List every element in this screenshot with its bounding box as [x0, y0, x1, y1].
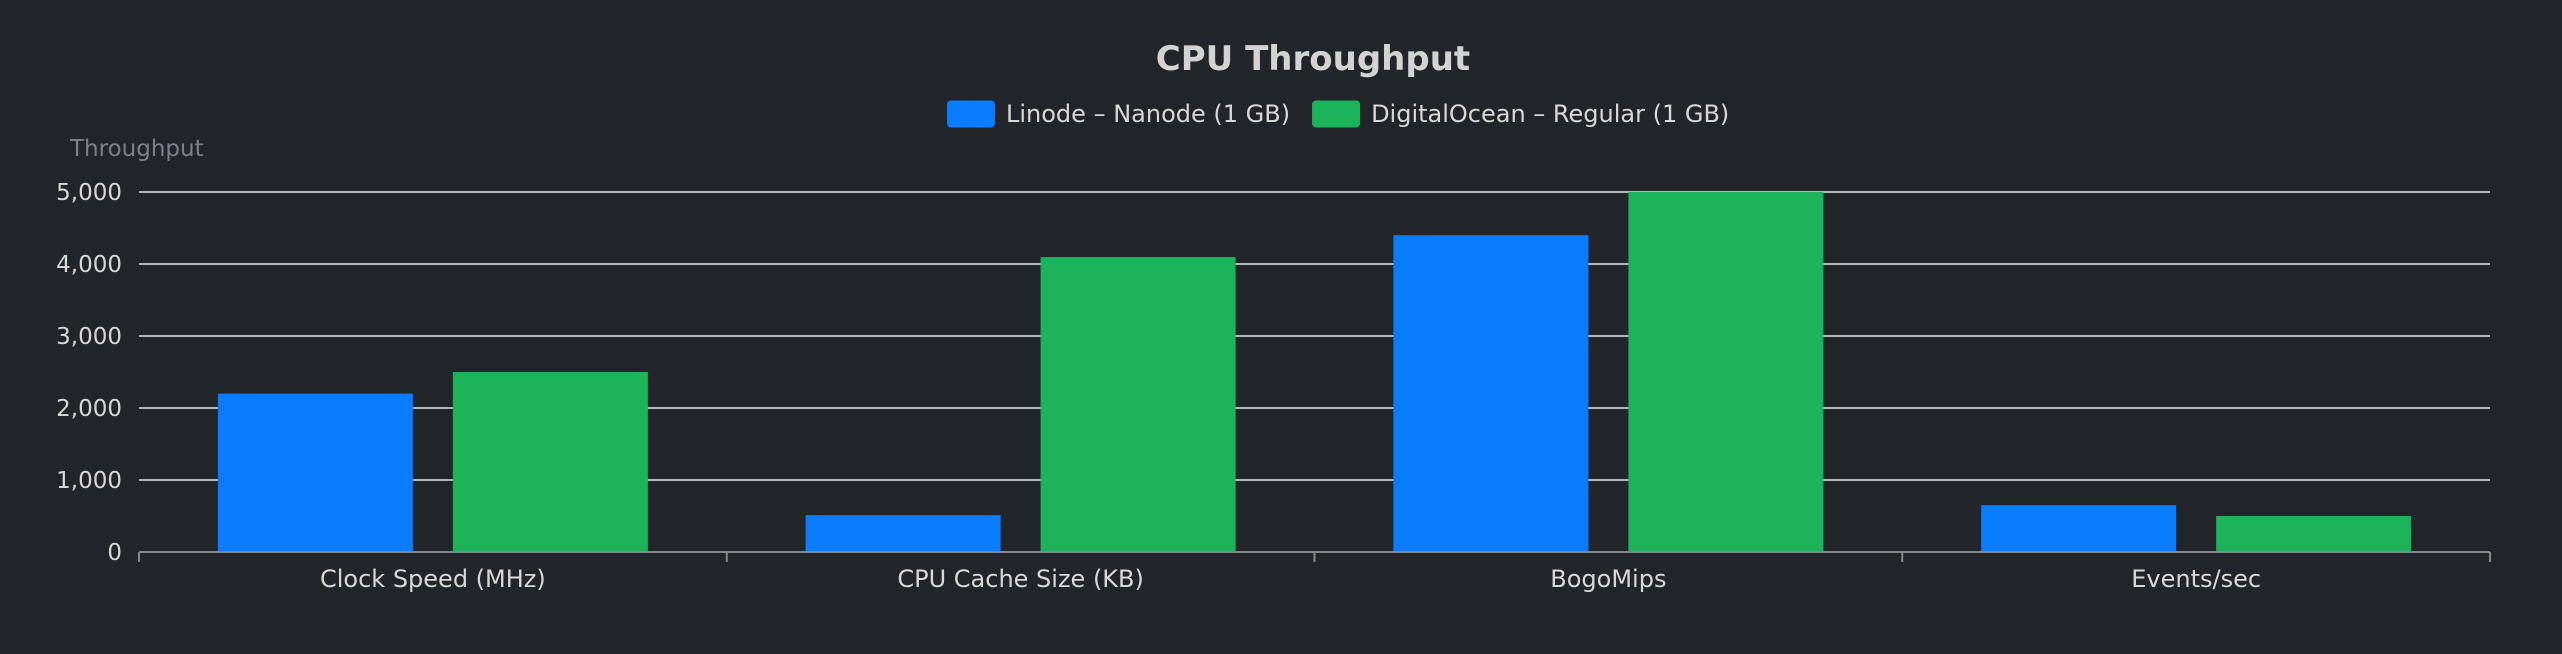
x-tick-label: Clock Speed (MHz) — [320, 565, 546, 593]
legend-item-2[interactable]: DigitalOcean – Regular (1 GB) — [1312, 100, 1729, 128]
legend-swatch — [947, 100, 995, 128]
x-axis-ticks: Clock Speed (MHz) CPU Cache Size (KB) Bogo… — [320, 565, 2261, 593]
legend-label: DigitalOcean – Regular (1 GB) — [1371, 100, 1729, 128]
x-tick-label: BogoMips — [1550, 565, 1666, 593]
y-tick-label: 3,000 — [56, 324, 122, 350]
legend-label: Linode – Nanode (1 GB) — [1006, 100, 1290, 128]
bars — [217, 192, 2412, 552]
y-tick-label: 0 — [107, 540, 122, 566]
y-tick-label: 5,000 — [56, 180, 122, 206]
legend-swatch — [1312, 100, 1361, 128]
y-tick-label: 4,000 — [56, 252, 122, 278]
y-axis-label: Throughput — [69, 136, 204, 162]
bar-digitalocean-4[interactable] — [2216, 516, 2412, 552]
bar-linode-1[interactable] — [217, 393, 413, 552]
y-axis-ticks: 0 1,000 2,000 3,000 4,000 5,000 — [56, 180, 122, 566]
legend-item-1[interactable]: Linode – Nanode (1 GB) — [947, 100, 1290, 128]
bar-linode-2[interactable] — [805, 515, 1001, 552]
bar-linode-4[interactable] — [1981, 505, 2177, 552]
x-axis — [138, 551, 2491, 562]
x-tick-label: Events/sec — [2131, 565, 2261, 593]
bar-linode-3[interactable] — [1393, 235, 1589, 552]
y-tick-label: 1,000 — [56, 468, 122, 494]
y-tick-label: 2,000 — [56, 396, 122, 422]
chart-title: CPU Throughput — [1156, 39, 1470, 79]
bar-digitalocean-2[interactable] — [1040, 257, 1236, 552]
legend: Linode – Nanode (1 GB) DigitalOcean – Reg… — [947, 100, 1729, 128]
x-tick-label: CPU Cache Size (KB) — [897, 565, 1144, 593]
bar-digitalocean-1[interactable] — [452, 372, 648, 552]
bar-digitalocean-3[interactable] — [1628, 192, 1824, 552]
